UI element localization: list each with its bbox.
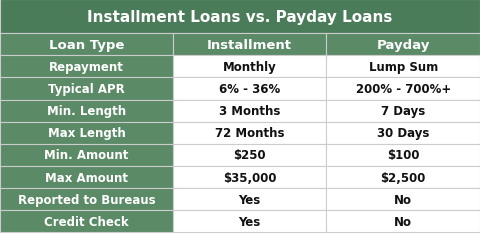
Text: Min. Length: Min. Length — [47, 105, 126, 118]
Text: $100: $100 — [387, 149, 420, 162]
Bar — [326, 34, 480, 56]
Text: Max Amount: Max Amount — [45, 171, 128, 184]
Text: Reported to Bureaus: Reported to Bureaus — [18, 193, 155, 206]
Bar — [326, 166, 480, 188]
Text: Max Length: Max Length — [48, 127, 125, 140]
Bar — [173, 166, 326, 188]
Text: Yes: Yes — [239, 193, 261, 206]
Bar — [173, 34, 326, 56]
Text: Loan Type: Loan Type — [48, 39, 124, 51]
Bar — [0, 0, 480, 34]
Text: Installment Loans vs. Payday Loans: Installment Loans vs. Payday Loans — [87, 10, 393, 24]
Text: $250: $250 — [233, 149, 266, 162]
Text: No: No — [394, 215, 412, 228]
Text: Lump Sum: Lump Sum — [369, 61, 438, 74]
Text: 30 Days: 30 Days — [377, 127, 430, 140]
Bar — [173, 56, 326, 78]
Bar — [326, 144, 480, 166]
Bar — [326, 210, 480, 232]
Text: Yes: Yes — [239, 215, 261, 228]
Text: Monthly: Monthly — [223, 61, 276, 74]
Text: Installment: Installment — [207, 39, 292, 51]
Bar — [173, 78, 326, 100]
Text: Typical APR: Typical APR — [48, 83, 125, 96]
Text: Repayment: Repayment — [49, 61, 124, 74]
Bar — [0, 188, 173, 210]
Bar — [0, 56, 173, 78]
Bar — [0, 210, 173, 232]
Text: 7 Days: 7 Days — [381, 105, 425, 118]
Text: $2,500: $2,500 — [381, 171, 426, 184]
Bar — [173, 144, 326, 166]
Text: Payday: Payday — [376, 39, 430, 51]
Text: No: No — [394, 193, 412, 206]
Text: $35,000: $35,000 — [223, 171, 276, 184]
Bar — [0, 144, 173, 166]
Bar — [326, 122, 480, 144]
Bar — [326, 100, 480, 122]
Bar — [0, 78, 173, 100]
Text: 6% - 36%: 6% - 36% — [219, 83, 280, 96]
Text: 200% - 700%+: 200% - 700%+ — [356, 83, 451, 96]
Bar — [0, 122, 173, 144]
Bar — [326, 78, 480, 100]
Text: 3 Months: 3 Months — [219, 105, 280, 118]
Bar — [0, 34, 173, 56]
Bar — [0, 166, 173, 188]
Text: 72 Months: 72 Months — [215, 127, 284, 140]
Bar — [173, 210, 326, 232]
Bar — [173, 188, 326, 210]
Bar — [173, 122, 326, 144]
Bar — [326, 56, 480, 78]
Bar — [0, 100, 173, 122]
Bar — [173, 100, 326, 122]
Text: Min. Amount: Min. Amount — [44, 149, 129, 162]
Bar — [326, 188, 480, 210]
Text: Credit Check: Credit Check — [44, 215, 129, 228]
